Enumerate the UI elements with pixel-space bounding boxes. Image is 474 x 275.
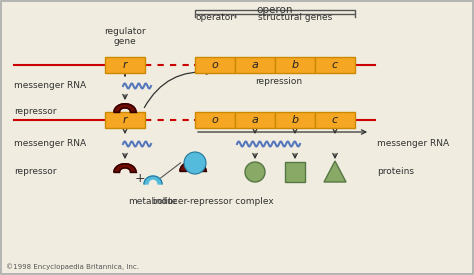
Text: r: r [123,115,128,125]
Text: repression: repression [255,78,302,87]
Text: induction: induction [229,120,271,129]
Text: a: a [252,115,258,125]
Text: repressor: repressor [14,108,56,117]
Text: inducer-repressor complex: inducer-repressor complex [153,197,273,206]
Text: o: o [211,60,219,70]
Bar [275,112,315,128]
Text: proteins: proteins [377,167,414,177]
Circle shape [245,162,265,182]
Text: metabolite: metabolite [128,197,178,206]
Polygon shape [180,161,206,171]
Text: c: c [332,60,338,70]
Bar [315,57,355,73]
Bar [195,112,235,128]
Polygon shape [144,176,162,184]
Text: b: b [292,60,299,70]
Text: ©1998 Encyclopaedia Britannica, Inc.: ©1998 Encyclopaedia Britannica, Inc. [6,263,139,270]
Text: messenger RNA: messenger RNA [377,139,449,149]
Bar [195,57,235,73]
Polygon shape [114,104,136,112]
Text: +: + [135,172,146,186]
Text: a: a [252,60,258,70]
Text: operator: operator [195,13,235,22]
Text: r: r [123,60,128,70]
Polygon shape [114,164,136,172]
Text: repressor: repressor [14,167,56,177]
Polygon shape [114,164,136,172]
Text: structural genes: structural genes [258,13,332,22]
Polygon shape [180,161,206,171]
Text: messenger RNA: messenger RNA [14,139,86,149]
Bar [235,57,275,73]
Circle shape [184,152,206,174]
Text: c: c [332,115,338,125]
Text: operon: operon [257,5,293,15]
Text: messenger RNA: messenger RNA [14,81,86,90]
Text: b: b [292,115,299,125]
Bar [275,57,315,73]
Bar [315,112,355,128]
Bar [235,112,275,128]
Text: regulator
gene: regulator gene [104,27,146,46]
Polygon shape [324,161,346,182]
Text: o: o [211,115,219,125]
Bar [105,57,145,73]
Bar [105,112,145,128]
Bar [285,162,305,182]
Polygon shape [114,104,136,112]
